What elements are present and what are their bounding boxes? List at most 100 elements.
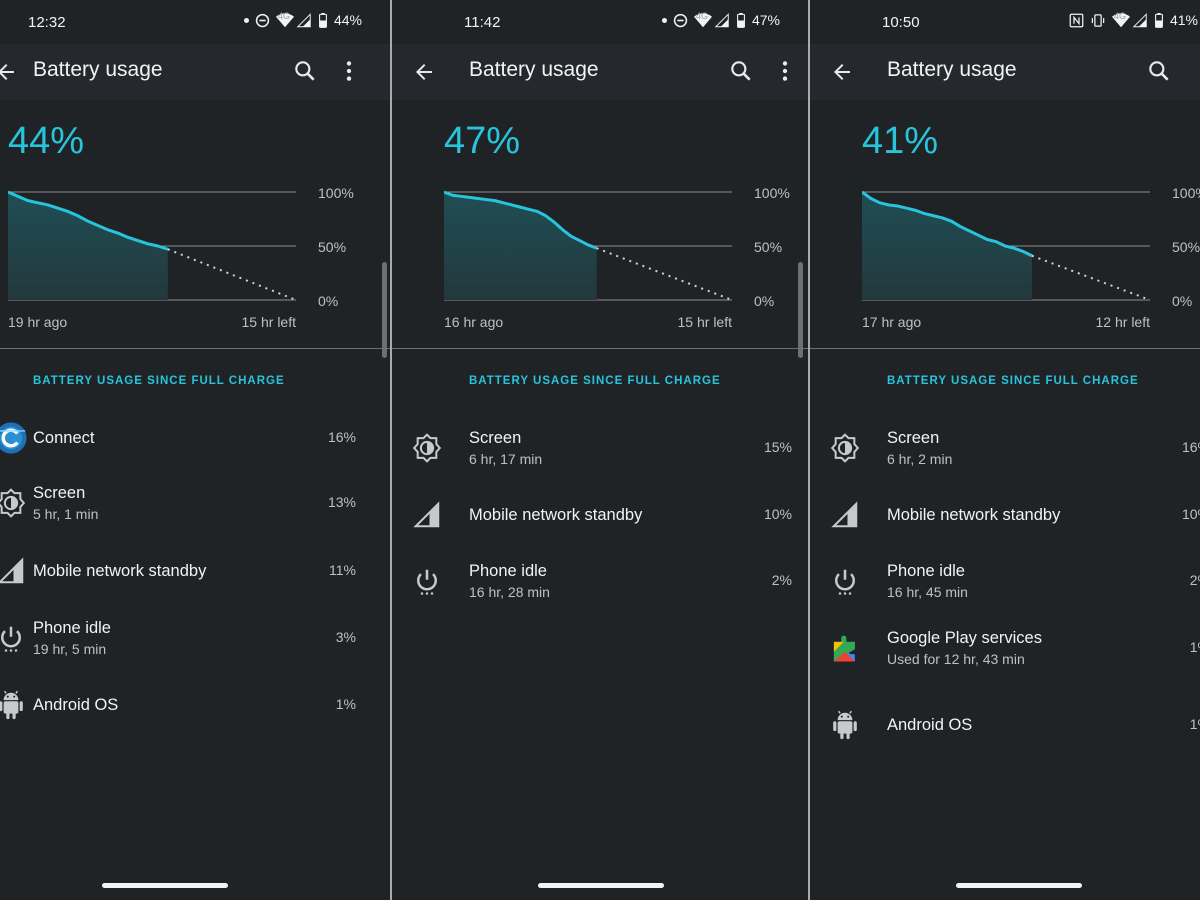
item-label: Screen [887,429,939,448]
usage-list-item[interactable]: Screen 6 hr, 2 min 16% [810,429,1200,489]
x-start-label: 16 hr ago [444,314,503,330]
item-label: Phone idle [469,562,547,581]
section-header: BATTERY USAGE SINCE FULL CHARGE [887,375,1139,387]
usage-list-item[interactable]: Phone idle 16 hr, 45 min 2% [810,562,1200,622]
status-bar: 10:50 4G 41% [810,0,1200,44]
y-tick-label: 100% [754,185,790,201]
dnd-icon [673,13,688,28]
more-vert-icon[interactable] [1194,58,1200,89]
clock: 12:32 [28,14,66,31]
network-type-label: 4G [278,11,290,21]
section-divider [392,348,808,349]
item-percentage: 10% [732,506,792,522]
page-title: Battery usage [887,58,1017,82]
y-tick-label: 100% [1172,185,1200,201]
usage-list-item[interactable]: Android OS 1% [0,696,390,756]
item-percentage: 2% [732,572,792,588]
status-icons: 4G 41% [1069,12,1198,28]
usage-list-item[interactable]: Screen 5 hr, 1 min 13% [0,484,390,544]
item-usage-time: 6 hr, 2 min [887,451,952,467]
item-usage-time: 16 hr, 45 min [887,584,968,600]
back-arrow-icon[interactable] [412,60,436,89]
battery-icon [736,13,746,28]
app-bar: Battery usage [810,44,1200,100]
battery-percentage: 47% [444,120,520,163]
more-vert-icon[interactable] [340,58,358,89]
cell-signal-icon [410,498,444,532]
section-divider [0,348,390,349]
search-icon[interactable] [292,58,318,89]
scrollbar-thumb[interactable] [798,262,803,358]
item-percentage: 1% [1150,716,1200,732]
phone-screen-3: 10:504G41%Battery usage41%100%50%0%17 hr… [810,0,1200,900]
battery-icon [318,13,328,28]
usage-list-item[interactable]: Phone idle 16 hr, 28 min 2% [392,562,808,622]
usage-list-item[interactable]: Screen 6 hr, 17 min 15% [392,429,808,489]
usage-list-item[interactable]: Google Play services Used for 12 hr, 43 m… [810,629,1200,689]
projection-line [597,248,732,300]
lte-signal-icon [1132,13,1148,28]
item-percentage: 11% [296,562,356,578]
brightness-icon [828,431,862,465]
item-percentage: 15% [732,439,792,455]
usage-list-item[interactable]: Mobile network standby 10% [810,506,1200,566]
x-end-label: 15 hr left [236,314,296,330]
status-bar: 12:32 4G 44% [0,0,390,44]
section-header: BATTERY USAGE SINCE FULL CHARGE [33,375,285,387]
power-idle-icon [410,564,444,598]
item-usage-time: 6 hr, 17 min [469,451,542,467]
y-tick-label: 50% [1172,239,1200,255]
back-arrow-icon[interactable] [830,60,854,89]
back-arrow-icon[interactable] [0,60,18,89]
status-icons: 4G 44% [244,12,362,28]
item-percentage: 16% [296,429,356,445]
usage-list-item[interactable]: Connect 16% [0,429,390,489]
x-end-label: 12 hr left [1090,314,1150,330]
item-percentage: 2% [1150,572,1200,588]
home-indicator[interactable] [956,883,1082,888]
android-icon [0,688,28,722]
projection-line [1032,256,1150,300]
status-icons: 4G 47% [662,12,780,28]
status-bar: 11:42 4G 47% [392,0,808,44]
home-indicator[interactable] [102,883,228,888]
item-percentage: 10% [1150,506,1200,522]
search-icon[interactable] [1146,58,1172,89]
usage-list-item[interactable]: Mobile network standby 11% [0,562,390,622]
item-label: Phone idle [887,562,965,581]
item-percentage: 3% [296,629,356,645]
more-vert-icon[interactable] [776,58,794,89]
y-tick-label: 50% [318,239,346,255]
y-tick-label: 50% [754,239,782,255]
section-header: BATTERY USAGE SINCE FULL CHARGE [469,375,721,387]
y-tick-label: 0% [318,293,338,309]
clock: 11:42 [464,14,500,31]
usage-list-item[interactable]: Mobile network standby 10% [392,506,808,566]
android-icon [828,708,862,742]
notification-dot-icon [662,18,667,23]
usage-list-item[interactable]: Android OS 1% [810,716,1200,776]
item-label: Android OS [33,696,118,715]
item-usage-time: 5 hr, 1 min [33,506,98,522]
item-percentage: 16% [1150,439,1200,455]
item-usage-time: 16 hr, 28 min [469,584,550,600]
lte-signal-icon [714,13,730,28]
y-tick-label: 100% [318,185,354,201]
usage-list-item[interactable]: Phone idle 19 hr, 5 min 3% [0,619,390,679]
item-label: Screen [469,429,521,448]
item-label: Screen [33,484,85,503]
item-usage-time: 19 hr, 5 min [33,641,106,657]
home-indicator[interactable] [538,883,664,888]
google-play-services-icon [828,631,862,665]
scrollbar-thumb[interactable] [382,262,387,358]
search-icon[interactable] [728,58,754,89]
projection-line [168,249,296,300]
x-start-label: 17 hr ago [862,314,921,330]
item-label: Google Play services [887,629,1042,648]
nfc-icon [1069,13,1084,28]
item-label: Phone idle [33,619,111,638]
power-idle-icon [828,564,862,598]
app-bar: Battery usage [0,44,390,100]
clock: 10:50 [882,14,920,31]
